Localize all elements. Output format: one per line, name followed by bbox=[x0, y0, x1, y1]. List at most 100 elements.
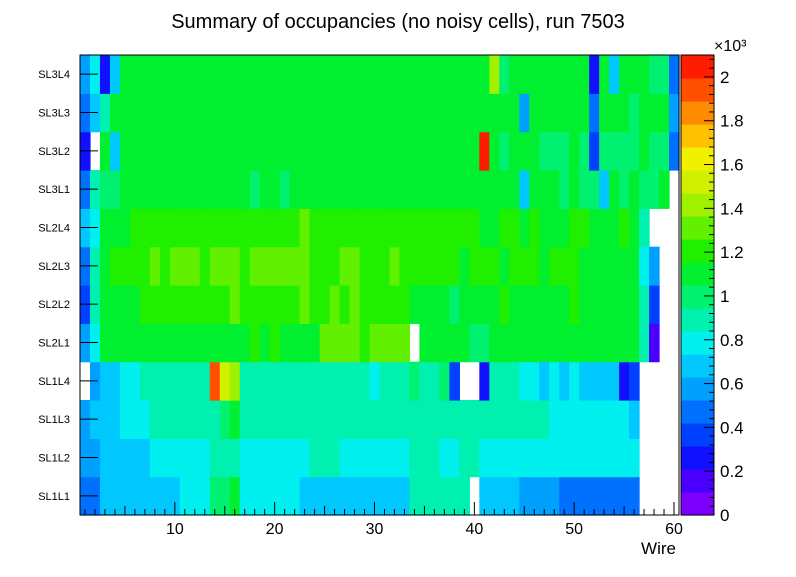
heatmap-cell bbox=[499, 361, 510, 401]
heatmap-cell bbox=[529, 476, 540, 516]
heatmap-cell bbox=[589, 131, 600, 171]
heatmap-cell bbox=[259, 55, 271, 94]
heatmap-cell bbox=[179, 323, 191, 363]
heatmap-cell bbox=[479, 400, 490, 439]
heatmap-cell bbox=[279, 323, 291, 363]
heatmap-cell bbox=[439, 438, 450, 478]
heatmap-cell bbox=[249, 400, 261, 439]
heatmap-cell bbox=[209, 285, 221, 324]
color-scale-label: 0.4 bbox=[720, 418, 744, 437]
heatmap-cell bbox=[549, 476, 560, 516]
heatmap-cell bbox=[209, 170, 221, 209]
heatmap-cell bbox=[309, 208, 321, 248]
heatmap-cell bbox=[669, 131, 680, 171]
heatmap-cell bbox=[669, 93, 680, 133]
heatmap-cell bbox=[399, 400, 411, 439]
heatmap-cell bbox=[489, 438, 500, 478]
heatmap-cell bbox=[149, 361, 161, 401]
heatmap-cell bbox=[639, 246, 650, 286]
heatmap-cell bbox=[579, 93, 590, 133]
heatmap-cell bbox=[639, 55, 650, 94]
heatmap-cell bbox=[289, 170, 301, 209]
heatmap-cell bbox=[499, 170, 510, 209]
heatmap-cell bbox=[219, 208, 231, 248]
heatmap-cell bbox=[649, 170, 660, 209]
x-tick-label: 50 bbox=[565, 521, 583, 538]
heatmap-cell bbox=[99, 285, 111, 324]
heatmap-cell bbox=[369, 400, 381, 439]
heatmap-cell bbox=[269, 400, 281, 439]
heatmap-cell bbox=[209, 476, 221, 516]
heatmap-cell bbox=[119, 285, 131, 324]
heatmap-cell bbox=[319, 323, 331, 363]
heatmap-cell bbox=[179, 246, 191, 286]
heatmap-cell bbox=[239, 285, 251, 324]
heatmap-cell bbox=[209, 400, 221, 439]
heatmap-cell bbox=[569, 131, 580, 171]
heatmap-cell bbox=[469, 170, 480, 209]
heatmap-cell bbox=[119, 400, 131, 439]
heatmap-cell bbox=[359, 323, 371, 363]
heatmap-cell bbox=[599, 170, 610, 209]
heatmap-cell bbox=[429, 208, 440, 248]
heatmap-cell bbox=[469, 246, 480, 286]
heatmap-cell bbox=[519, 285, 530, 324]
heatmap-cell bbox=[349, 131, 361, 171]
heatmap-cell bbox=[419, 170, 431, 209]
heatmap-cell bbox=[289, 323, 301, 363]
heatmap-cell bbox=[529, 131, 540, 171]
heatmap-cell bbox=[229, 361, 241, 401]
heatmap-cell bbox=[149, 131, 161, 171]
heatmap-cell bbox=[259, 285, 271, 324]
heatmap-cell bbox=[439, 361, 450, 401]
heatmap-cell bbox=[339, 93, 351, 133]
heatmap-cell bbox=[469, 400, 480, 439]
heatmap-cell bbox=[469, 208, 480, 248]
heatmap-cell bbox=[349, 438, 361, 478]
heatmap-cell bbox=[109, 400, 121, 439]
heatmap-cell bbox=[559, 285, 570, 324]
heatmap-cell bbox=[539, 131, 550, 171]
heatmap-cell bbox=[129, 246, 141, 286]
heatmap-cell bbox=[609, 131, 620, 171]
heatmap-cell bbox=[169, 170, 181, 209]
heatmap-cell bbox=[439, 285, 450, 324]
heatmap-cell bbox=[649, 323, 660, 363]
heatmap-cell bbox=[409, 170, 421, 209]
heatmap-cell bbox=[359, 438, 371, 478]
y-tick-label: SL2L2 bbox=[38, 299, 70, 311]
x-tick-label: 40 bbox=[465, 521, 483, 538]
heatmap-cell bbox=[239, 131, 251, 171]
heatmap-cell bbox=[379, 246, 391, 286]
heatmap-cell bbox=[269, 438, 281, 478]
heatmap-cell bbox=[339, 208, 351, 248]
heatmap-cell bbox=[279, 400, 291, 439]
heatmap-cell bbox=[639, 323, 650, 363]
heatmap-cell bbox=[279, 285, 291, 324]
color-scale-swatch bbox=[681, 170, 714, 194]
heatmap-cell bbox=[139, 93, 151, 133]
heatmap-cell bbox=[389, 438, 401, 478]
color-scale-swatch bbox=[681, 147, 714, 171]
heatmap-cell bbox=[649, 93, 660, 133]
heatmap-cell bbox=[419, 400, 431, 439]
heatmap-cell bbox=[499, 323, 510, 363]
heatmap-cell bbox=[539, 476, 550, 516]
y-tick-label: SL2L4 bbox=[38, 223, 70, 235]
heatmap-cell bbox=[589, 55, 600, 94]
heatmap-cell bbox=[399, 55, 411, 94]
heatmap-cell bbox=[349, 208, 361, 248]
heatmap-cell bbox=[109, 93, 121, 133]
heatmap-cell bbox=[309, 438, 321, 478]
heatmap-cell bbox=[629, 131, 640, 171]
heatmap-cell bbox=[389, 208, 401, 248]
heatmap-cell bbox=[329, 208, 341, 248]
heatmap-cell bbox=[159, 131, 171, 171]
heatmap-cell bbox=[219, 246, 231, 286]
heatmap-cell bbox=[109, 208, 121, 248]
heatmap-cell bbox=[609, 246, 620, 286]
heatmap-cell bbox=[419, 323, 431, 363]
heatmap-cell bbox=[259, 208, 271, 248]
heatmap-cell bbox=[479, 131, 490, 171]
heatmap-cell bbox=[619, 361, 630, 401]
